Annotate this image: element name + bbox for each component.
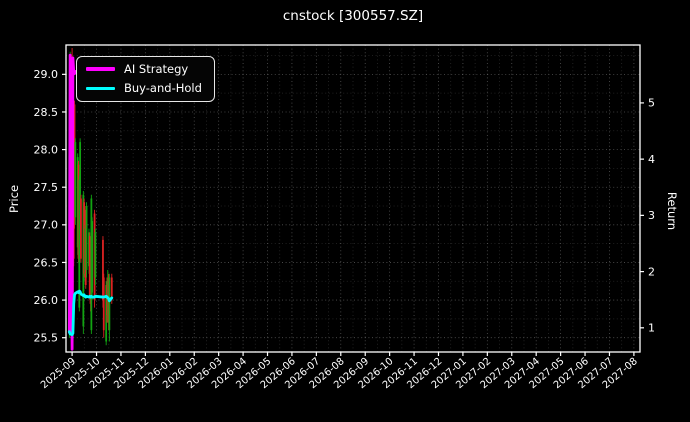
- y-axis-label-return: Return: [665, 191, 679, 231]
- svg-text:28.5: 28.5: [34, 106, 59, 119]
- svg-text:29.0: 29.0: [34, 68, 59, 81]
- svg-text:26.0: 26.0: [34, 294, 59, 307]
- y-axis-label-price: Price: [7, 184, 21, 214]
- svg-text:25.5: 25.5: [34, 332, 59, 345]
- svg-text:27.0: 27.0: [34, 219, 59, 232]
- svg-text:1: 1: [648, 322, 655, 335]
- ai-strategy-line-swatch: [86, 67, 115, 71]
- svg-text:26.5: 26.5: [34, 256, 59, 269]
- chart-title: cnstock [300557.SZ]: [282, 8, 424, 24]
- svg-text:2: 2: [648, 265, 655, 278]
- legend-item-buy-and-hold: Buy-and-Hold: [86, 81, 202, 95]
- legend-label-ai-strategy: AI Strategy: [124, 62, 189, 76]
- svg-text:3: 3: [648, 209, 655, 222]
- svg-text:5: 5: [648, 97, 655, 110]
- svg-text:27.5: 27.5: [34, 181, 59, 194]
- svg-text:28.0: 28.0: [34, 143, 59, 156]
- buy-and-hold-line-swatch: [86, 86, 115, 91]
- svg-text:4: 4: [648, 153, 655, 166]
- legend-item-ai-strategy: AI Strategy: [86, 62, 202, 76]
- legend-label-buy-and-hold: Buy-and-Hold: [124, 81, 202, 96]
- legend: AI Strategy Buy-and-Hold: [76, 56, 215, 102]
